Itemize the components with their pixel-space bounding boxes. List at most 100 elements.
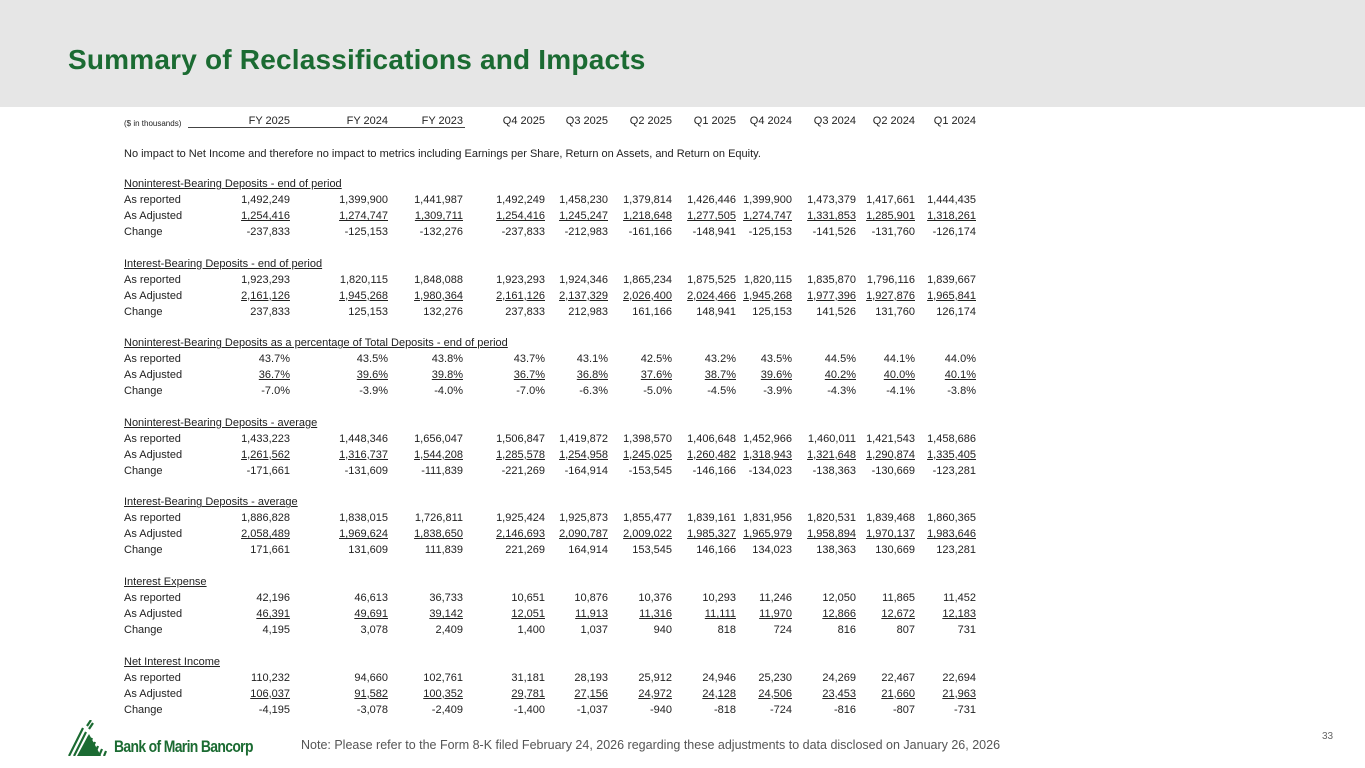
- table-cell: 1,037: [580, 624, 608, 636]
- table-cell: -212,983: [564, 226, 608, 238]
- section-title: Net Interest Income: [124, 655, 220, 668]
- table-cell: -2,409: [431, 703, 463, 716]
- table-cell: 10,876: [574, 592, 608, 604]
- table-cell: 1,492,249: [496, 194, 545, 206]
- table-cell: -7.0%: [516, 385, 545, 398]
- page-title: Summary of Reclassifications and Impacts: [68, 44, 646, 75]
- table-cell: 153,545: [632, 544, 672, 557]
- table-cell: 1,875,525: [687, 273, 736, 286]
- table-cell: 40.2%: [824, 369, 856, 382]
- table-cell: 1,448,346: [339, 432, 388, 445]
- footer-note: Note: Please refer to the Form 8-K filed…: [301, 738, 1001, 752]
- table-cell: 110,232: [251, 671, 290, 684]
- table-cell: -138,363: [812, 464, 856, 477]
- table-cell: 1,335,405: [927, 448, 976, 461]
- column-header: Q4 2025: [502, 115, 545, 127]
- table-cell: 1,923,293: [241, 273, 290, 286]
- table-cell: 1,260,482: [687, 448, 736, 461]
- table-cell: 1,254,958: [559, 448, 608, 461]
- table-cell: 43.7%: [258, 353, 290, 366]
- row-label: Change: [124, 703, 163, 716]
- table-cell: 237,833: [505, 305, 545, 318]
- table-cell: -816: [833, 703, 856, 716]
- table-cell: 11,970: [759, 608, 792, 620]
- table-cell: 1,421,543: [866, 432, 915, 445]
- table-cell: 11,452: [943, 592, 976, 604]
- table-cell: 1,318,943: [743, 448, 792, 461]
- table-cell: 24,269: [822, 671, 856, 684]
- table-cell: -4,195: [258, 703, 290, 716]
- table-cell: 146,166: [696, 544, 736, 557]
- table-cell: 1,458,230: [559, 194, 608, 206]
- table-cell: -3.9%: [763, 385, 792, 398]
- table-cell: 11,913: [575, 608, 608, 620]
- table-cell: 1,924,346: [559, 273, 608, 286]
- fy-header-underline: [188, 127, 465, 128]
- row-label: As Adjusted: [124, 528, 183, 541]
- table-cell: 1,331,853: [807, 210, 856, 222]
- table-cell: 40.0%: [883, 369, 915, 382]
- intro-note: No impact to Net Income and therefore no…: [124, 148, 761, 160]
- table-cell: 12,050: [822, 592, 856, 604]
- column-header: FY 2023: [421, 115, 463, 127]
- table-cell: 1,544,208: [414, 448, 463, 461]
- column-header: Q1 2025: [693, 115, 736, 127]
- table-cell: 36.7%: [258, 369, 290, 382]
- table-cell: 1,379,814: [623, 194, 672, 206]
- table-cell: 49,691: [354, 608, 388, 620]
- table-cell: 36.8%: [576, 369, 608, 382]
- table-cell: 46,391: [256, 608, 290, 620]
- table-cell: 2,090,787: [559, 528, 608, 541]
- row-label: As Adjusted: [124, 289, 183, 302]
- table-cell: 24,506: [758, 687, 792, 700]
- table-cell: 724: [773, 624, 792, 636]
- table-cell: 44.5%: [824, 353, 856, 366]
- table-cell: 111,839: [424, 544, 463, 557]
- table-cell: 1,245,025: [623, 448, 672, 461]
- row-label: As reported: [124, 194, 181, 206]
- column-header: Q4 2024: [749, 115, 792, 127]
- table-cell: 10,651: [511, 592, 545, 604]
- row-label: As Adjusted: [124, 608, 183, 620]
- table-cell: -1,400: [513, 703, 545, 716]
- row-label: As Adjusted: [124, 369, 183, 382]
- column-header: Q2 2024: [872, 115, 915, 127]
- table-cell: 27,156: [574, 687, 608, 700]
- table-cell: 1,839,468: [866, 512, 915, 525]
- table-cell: 39.8%: [431, 369, 463, 382]
- table-cell: 21,963: [942, 687, 976, 700]
- table-cell: 161,166: [632, 305, 672, 318]
- row-label: As reported: [124, 432, 181, 445]
- table-cell: 940: [653, 624, 672, 636]
- table-cell: 1,831,956: [743, 512, 792, 525]
- logo-text: Bank of Marin Bancorp: [114, 737, 253, 756]
- table-cell: 1,274,747: [743, 210, 792, 222]
- table-cell: 148,941: [696, 305, 736, 318]
- table-cell: 39.6%: [760, 369, 792, 382]
- table-cell: 731: [957, 624, 976, 636]
- table-cell: 1,398,570: [623, 432, 672, 445]
- row-label: As reported: [124, 273, 181, 286]
- table-cell: 42,196: [256, 592, 290, 604]
- row-label: Change: [124, 226, 163, 238]
- table-cell: -131,760: [871, 226, 915, 238]
- table-cell: -4.3%: [827, 385, 856, 398]
- table-cell: 4,195: [262, 624, 290, 636]
- table-cell: 1,426,446: [687, 194, 736, 206]
- table-cell: -148,941: [692, 226, 736, 238]
- table-cell: 24,972: [638, 687, 672, 700]
- table-cell: 12,183: [942, 608, 976, 620]
- table-cell: 1,406,648: [687, 432, 736, 445]
- table-cell: 1,965,979: [743, 528, 792, 541]
- table-cell: 1,838,015: [339, 512, 388, 525]
- table-cell: 43.2%: [704, 353, 736, 366]
- table-cell: 11,111: [704, 608, 736, 620]
- section-title: Interest Expense: [124, 576, 207, 588]
- table-cell: 40.1%: [944, 369, 976, 382]
- table-cell: 1,848,088: [414, 273, 463, 286]
- table-cell: 102,761: [423, 671, 463, 684]
- table-cell: 131,609: [348, 544, 388, 557]
- table-cell: -123,281: [932, 464, 976, 477]
- table-cell: 816: [837, 624, 856, 636]
- table-cell: 1,820,115: [743, 273, 792, 286]
